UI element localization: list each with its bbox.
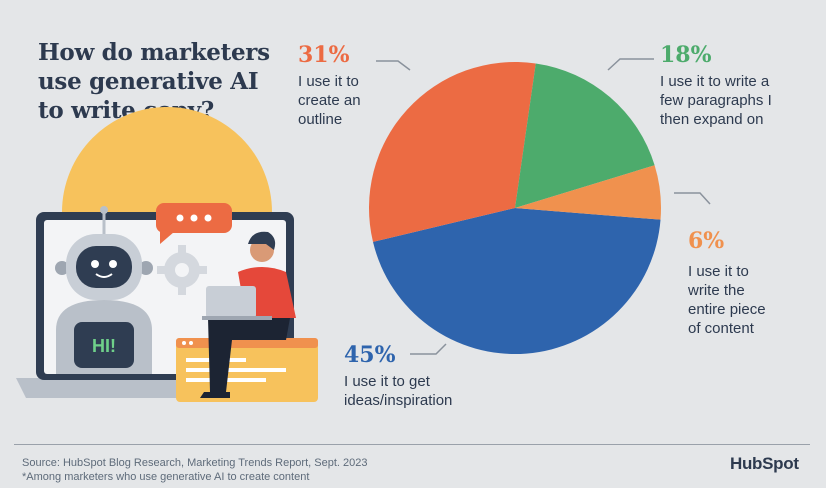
leader-line-paragraphs bbox=[607, 58, 654, 71]
pie-slice-paragraphs bbox=[515, 63, 655, 208]
footnote: *Among marketers who use generative AI t… bbox=[22, 471, 310, 483]
person-legs bbox=[208, 318, 290, 392]
leader-line-entire bbox=[674, 192, 711, 205]
pie-slice-ideas bbox=[372, 208, 661, 354]
sun-shape bbox=[62, 107, 272, 212]
hubspot-logo[interactable]: HubSpot bbox=[730, 454, 799, 473]
leader-line-outline bbox=[376, 60, 411, 71]
pct-label-ideas: 45% bbox=[344, 342, 396, 368]
pct-label-entire: 6% bbox=[688, 228, 725, 254]
desc-label-paragraphs: I use it to write a few paragraphs I the… bbox=[660, 73, 772, 128]
small-laptop bbox=[206, 286, 256, 318]
desc-label-entire: I use it to write the entire piece of co… bbox=[688, 263, 766, 337]
pie-slice-outline bbox=[368, 61, 536, 242]
pct-label-outline: 31% bbox=[298, 42, 350, 68]
desc-label-outline: I use it to create an outline bbox=[298, 73, 361, 128]
pct-label-paragraphs: 18% bbox=[660, 42, 712, 68]
robot-face bbox=[76, 246, 132, 288]
footer-divider bbox=[14, 444, 810, 445]
robot-chest-screen bbox=[74, 322, 134, 368]
desc-label-ideas: I use it to get ideas/inspiration bbox=[344, 373, 453, 409]
source-note: Source: HubSpot Blog Research, Marketing… bbox=[22, 457, 368, 469]
leader-line-ideas bbox=[410, 343, 447, 355]
pie-slice-entire bbox=[515, 165, 661, 220]
robot-hi-text: HI! bbox=[92, 336, 116, 356]
gear-icon bbox=[157, 245, 207, 295]
